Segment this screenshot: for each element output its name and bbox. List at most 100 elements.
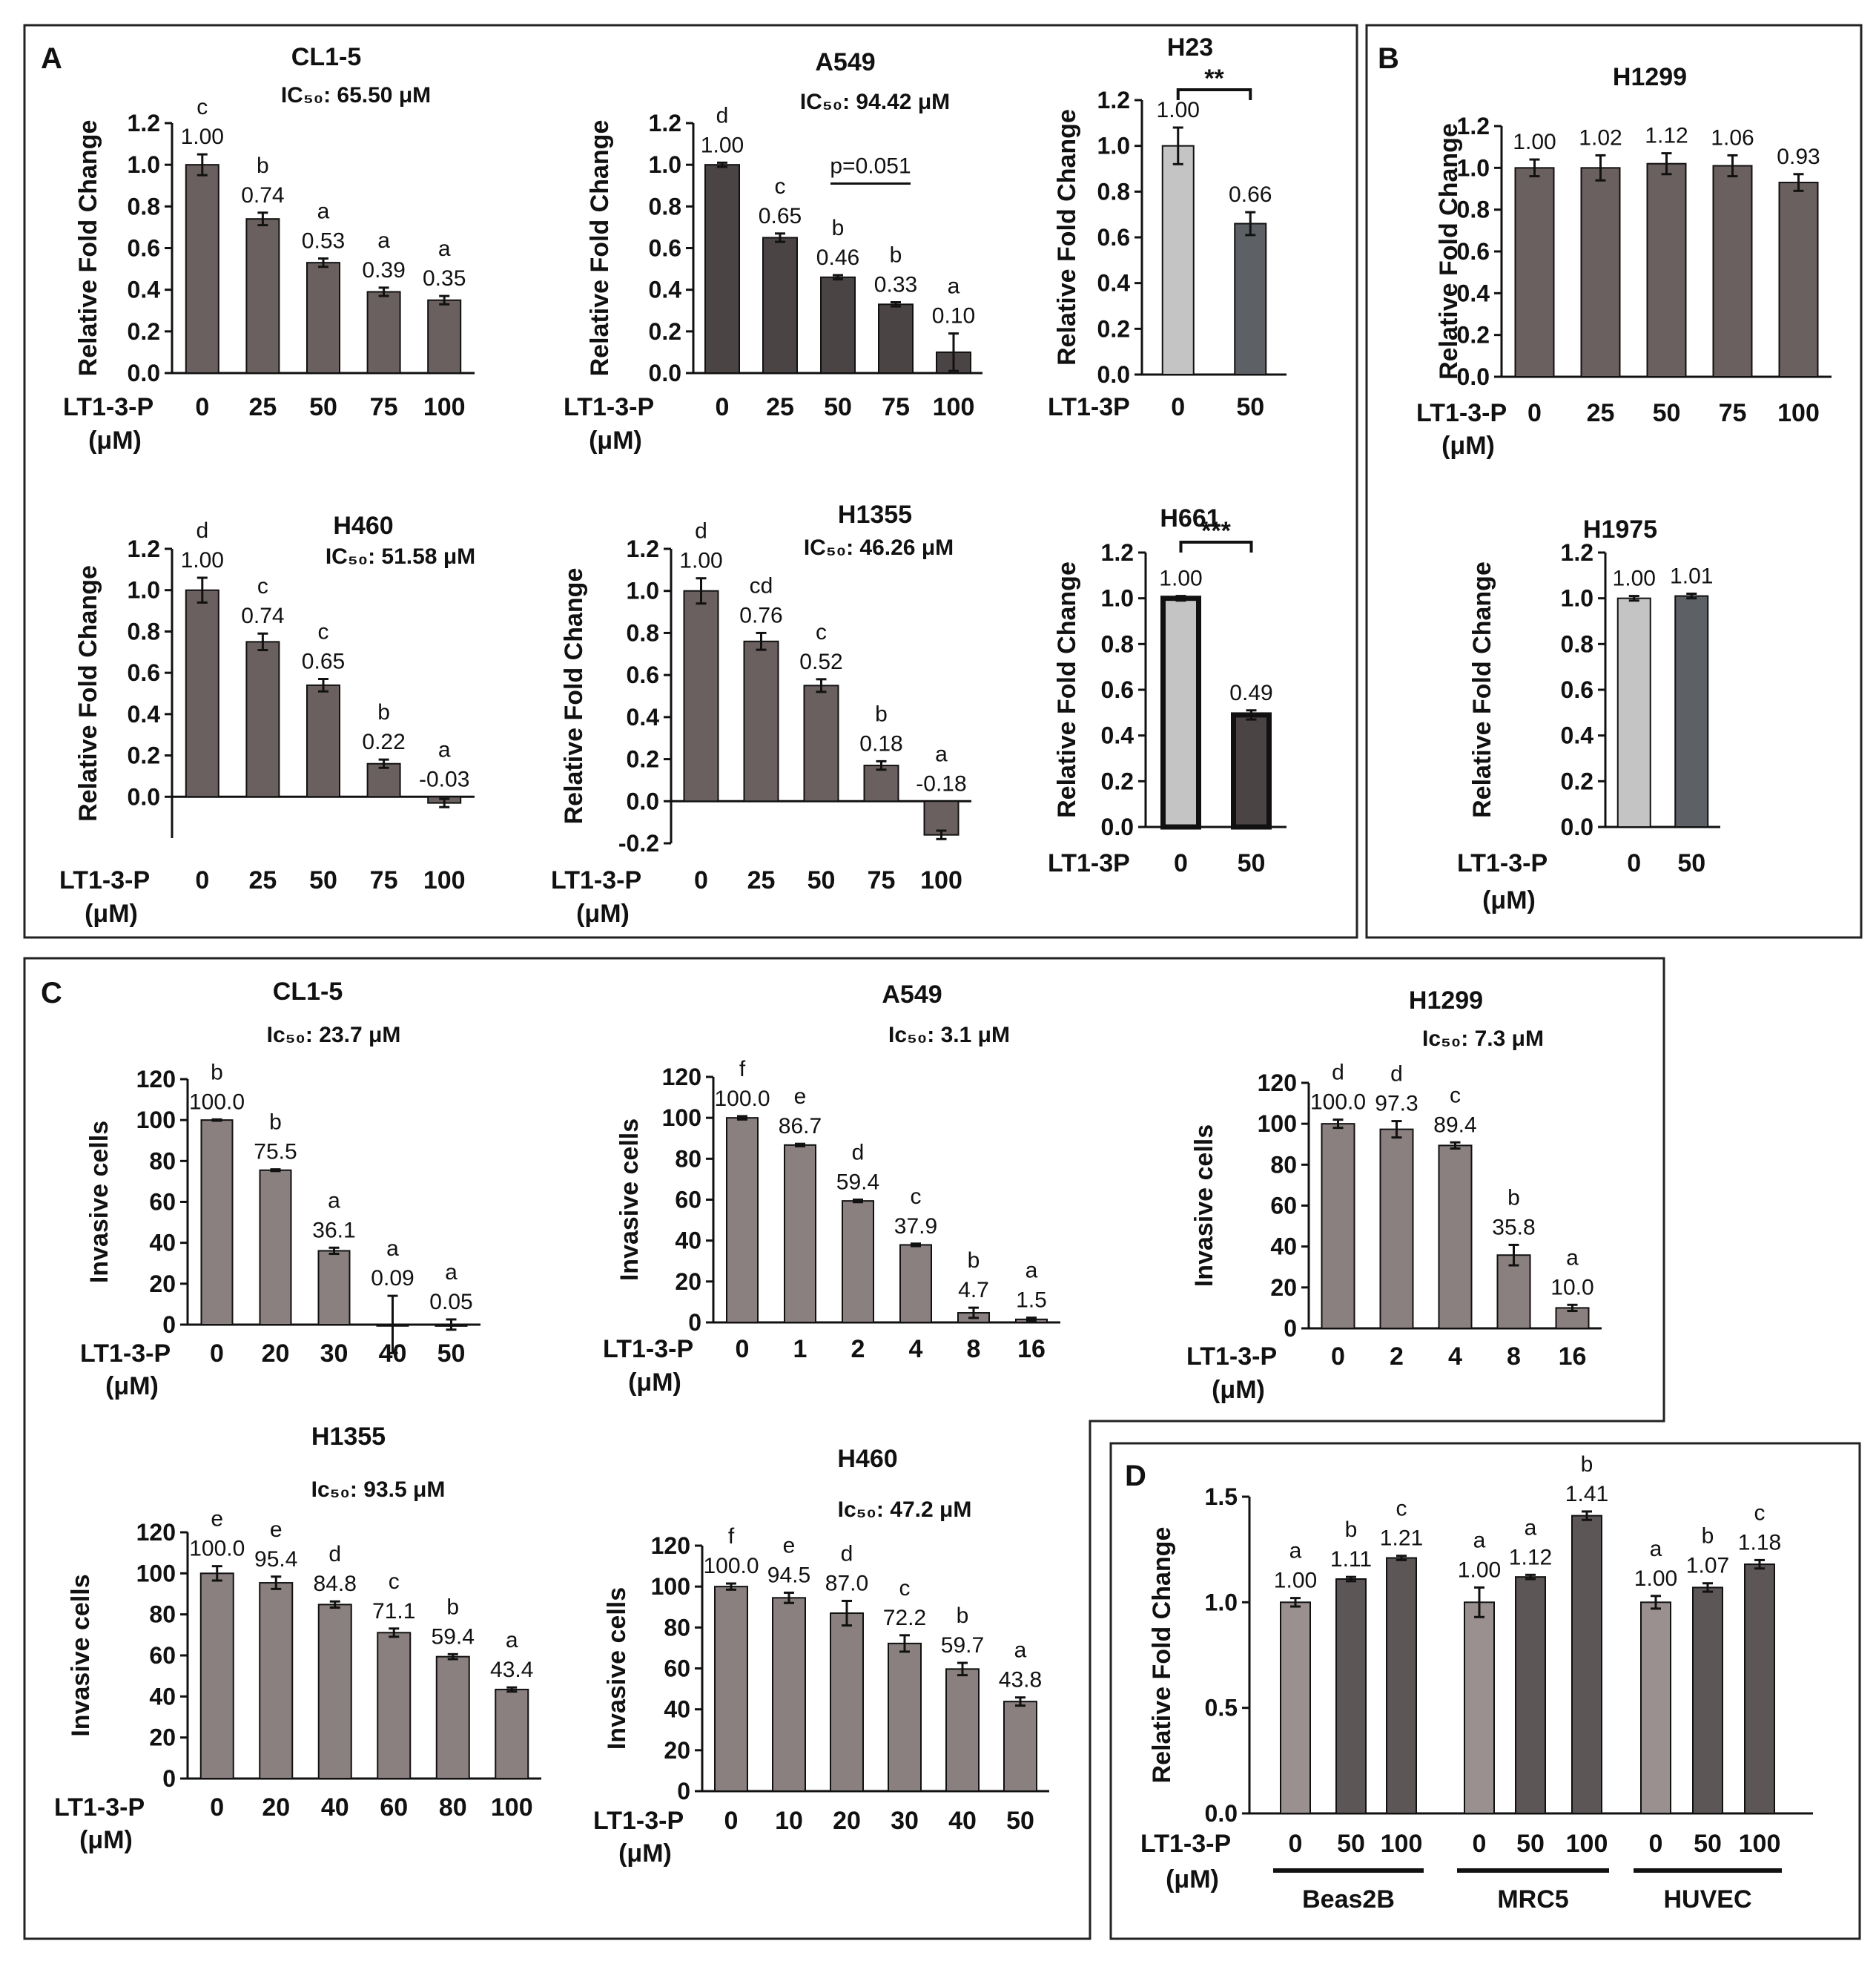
chart-title: H1975	[1583, 515, 1657, 544]
y-tick-label: 100	[651, 1573, 690, 1600]
bar	[317, 1250, 351, 1326]
y-axis-label: Relative Fold Change	[1435, 123, 1463, 380]
x-tick-label: 0	[210, 1339, 224, 1368]
panel-label-b: B	[1378, 42, 1399, 75]
y-axis-label: Relative Fold Change	[586, 120, 614, 377]
significance-letter: f	[739, 1057, 746, 1081]
value-label: 1.41	[1565, 1482, 1608, 1506]
y-tick-label: 0.0	[1205, 1800, 1238, 1827]
y-tick-label: 80	[149, 1147, 176, 1174]
significance-letter: c	[1754, 1500, 1766, 1525]
significance-letter: c	[816, 620, 827, 645]
x-axis-unit: (μM)	[576, 900, 630, 928]
significance-letter: a	[935, 742, 948, 766]
bar	[245, 218, 280, 374]
x-tick-label: 2	[1390, 1342, 1404, 1371]
chart-title: H1355	[311, 1423, 386, 1451]
significance-letter: b	[211, 1060, 223, 1084]
y-tick-label: 0.0	[1457, 363, 1490, 390]
ic50-label: Ic₅₀: 93.5 μM	[311, 1477, 446, 1502]
x-tick-label: 0	[1174, 849, 1188, 877]
value-label: -0.03	[419, 767, 469, 791]
x-tick-label: 75	[882, 393, 910, 421]
y-tick-label: 120	[1258, 1070, 1297, 1096]
significance-letter: b	[269, 1110, 282, 1135]
value-label: 0.05	[429, 1290, 472, 1314]
y-tick-label: 120	[662, 1064, 701, 1090]
bar	[1712, 165, 1753, 378]
value-label: 37.9	[894, 1214, 937, 1239]
ic50-label: IC₅₀: 51.58 μM	[326, 544, 475, 569]
value-label: 43.8	[999, 1668, 1042, 1693]
y-tick-label: 120	[651, 1532, 690, 1559]
x-tick-label: 100	[1566, 1830, 1608, 1858]
bar	[784, 1144, 816, 1324]
value-label: 0.46	[816, 245, 859, 270]
y-tick-label: 0.4	[1101, 722, 1134, 749]
significance-letter: b	[890, 243, 902, 268]
bar	[772, 1597, 806, 1792]
value-label: 0.49	[1229, 681, 1272, 705]
bar	[803, 685, 839, 802]
bar	[888, 1642, 922, 1793]
significance-letter: c	[899, 1576, 911, 1601]
y-axis-label: Relative Fold Change	[1468, 561, 1496, 818]
bar	[743, 640, 779, 802]
chart-title: CL1-5	[291, 43, 361, 71]
chart-a-h661: 0.0 0.2 0.4 0.6 0.8 1.0 1.2 Relative Fold Chang…	[1048, 504, 1287, 877]
significance-letter: a	[948, 274, 960, 299]
value-label: 71.1	[372, 1599, 415, 1624]
significance-letter: a	[1025, 1259, 1038, 1283]
chart-b-h1975: 0.0 0.2 0.4 0.6 0.8 1.0 1.2 Relative Fold Chang…	[1457, 515, 1720, 914]
significance-letter: c	[775, 174, 786, 199]
value-label: 86.7	[779, 1114, 822, 1138]
bar	[185, 589, 219, 798]
chart-title: H1299	[1613, 63, 1687, 91]
x-tick-label: 0	[736, 1335, 750, 1363]
y-tick-label: 100	[136, 1107, 176, 1133]
bar	[842, 1200, 874, 1324]
bar	[259, 1169, 292, 1326]
significance-bracket	[1179, 541, 1253, 553]
significance-letter: d	[1390, 1062, 1403, 1087]
chart-title: H460	[837, 1445, 897, 1473]
bar	[1515, 1576, 1546, 1814]
significance-letter: b	[957, 1604, 969, 1628]
y-tick-label: 1.2	[1101, 539, 1134, 566]
y-tick-label: 0.8	[649, 193, 681, 220]
bar	[1616, 597, 1651, 828]
value-label: 87.0	[825, 1571, 868, 1595]
significance-letter: b	[446, 1595, 459, 1619]
significance-letter: cd	[750, 573, 773, 598]
panel-d-frame	[1109, 1442, 1861, 1940]
group-label: MRC5	[1497, 1885, 1568, 1914]
y-tick-label: 0.2	[1097, 315, 1130, 342]
significance-letter: b	[1702, 1524, 1714, 1549]
significance-letter: d	[852, 1141, 865, 1165]
y-tick-label: 0.6	[128, 659, 160, 686]
y-tick-label: 0.2	[128, 318, 160, 345]
y-tick-label: 60	[1270, 1193, 1297, 1219]
x-axis-unit: (μM)	[618, 1839, 672, 1868]
bar	[495, 1688, 529, 1780]
x-tick-label: 25	[766, 393, 794, 421]
value-label: 1.01	[1670, 564, 1713, 589]
significance-letter: d	[328, 1542, 341, 1566]
x-tick-label: 40	[321, 1793, 349, 1822]
x-axis-label: LT1-3-P	[1416, 399, 1507, 427]
bar	[1640, 1601, 1671, 1814]
chart-title: H23	[1167, 33, 1213, 62]
y-tick-label: 0.2	[1561, 768, 1593, 794]
x-axis-label: LT1-3-P	[1186, 1342, 1277, 1371]
chart-d: 0.0 0.5 1.0 1.5 Relative Fold Change 1.00 a 0 1.…	[1140, 1452, 1813, 1914]
bar	[199, 1572, 234, 1779]
chart-a-a549: 0.0 0.2 0.4 0.6 0.8 1.0 1.2 Relative Fold Chang…	[564, 48, 982, 455]
x-axis-unit: (μM)	[88, 426, 142, 455]
x-tick-label: 50	[824, 393, 852, 421]
significance-stars: ***	[1201, 517, 1231, 545]
y-tick-label: 80	[1270, 1151, 1297, 1178]
bar	[714, 1586, 748, 1793]
y-tick-label: 0.0	[1101, 814, 1134, 840]
